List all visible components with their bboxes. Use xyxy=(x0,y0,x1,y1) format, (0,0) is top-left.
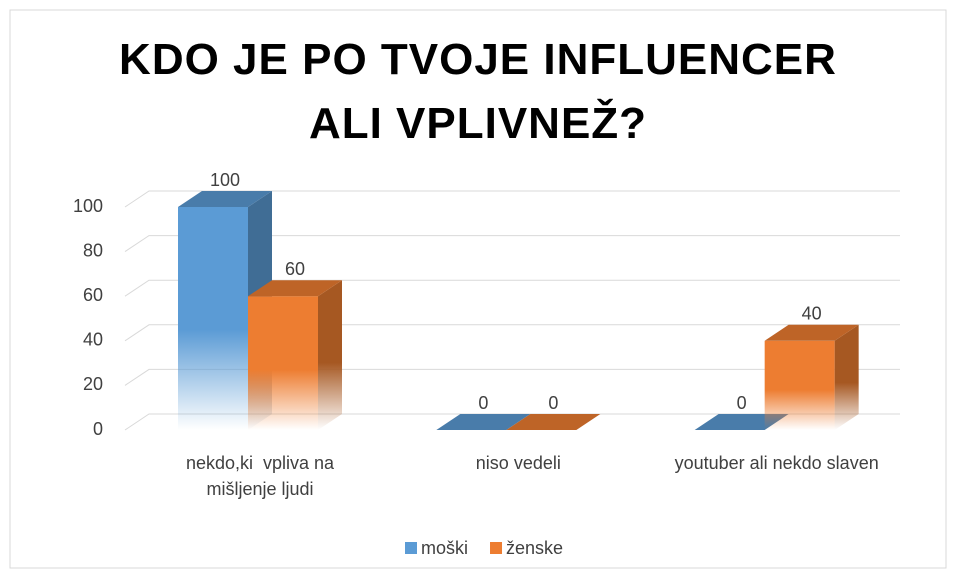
value-label: 100 xyxy=(210,170,240,190)
value-label: 40 xyxy=(802,304,822,324)
grid-line xyxy=(124,368,900,386)
value-label: 0 xyxy=(548,393,558,413)
legend-swatch xyxy=(405,542,417,554)
grid-line xyxy=(124,413,900,431)
y-tick-label: 0 xyxy=(93,419,103,439)
bar-top xyxy=(436,414,531,430)
grid-line xyxy=(124,190,900,208)
grid-line xyxy=(124,235,900,253)
bar-front xyxy=(248,296,318,430)
x-tick-label: nekdo,ki vpliva na mišljenje ljudi xyxy=(185,453,340,499)
value-label: 0 xyxy=(737,393,747,413)
y-tick-label: 100 xyxy=(73,196,103,216)
y-tick-label: 20 xyxy=(83,374,103,394)
bar-top xyxy=(178,191,272,207)
value-label: 0 xyxy=(478,393,488,413)
bar-front xyxy=(764,340,835,430)
y-tick-label: 40 xyxy=(83,330,103,350)
grid-line xyxy=(124,324,900,342)
grid-line xyxy=(124,279,900,297)
bar-front xyxy=(178,207,248,430)
legend-label: moški xyxy=(421,538,468,558)
x-tick-label: youtuber ali nekdo slaven xyxy=(674,453,879,473)
chart-title: KDO JE PO TVOJE INFLUENCER ALI VPLIVNEŽ? xyxy=(119,35,837,148)
bar-side xyxy=(834,324,859,430)
bar-side xyxy=(318,280,342,430)
value-label: 60 xyxy=(285,259,305,279)
y-tick-label: 60 xyxy=(83,285,103,305)
y-tick-label: 80 xyxy=(83,240,103,260)
x-tick-label: niso vedeli xyxy=(475,453,561,473)
chart-border xyxy=(9,9,947,569)
bar-top xyxy=(506,414,601,430)
bar-top xyxy=(764,324,859,341)
legend-label: ženske xyxy=(506,538,563,558)
bar-top xyxy=(248,280,342,297)
legend-swatch xyxy=(490,542,503,554)
